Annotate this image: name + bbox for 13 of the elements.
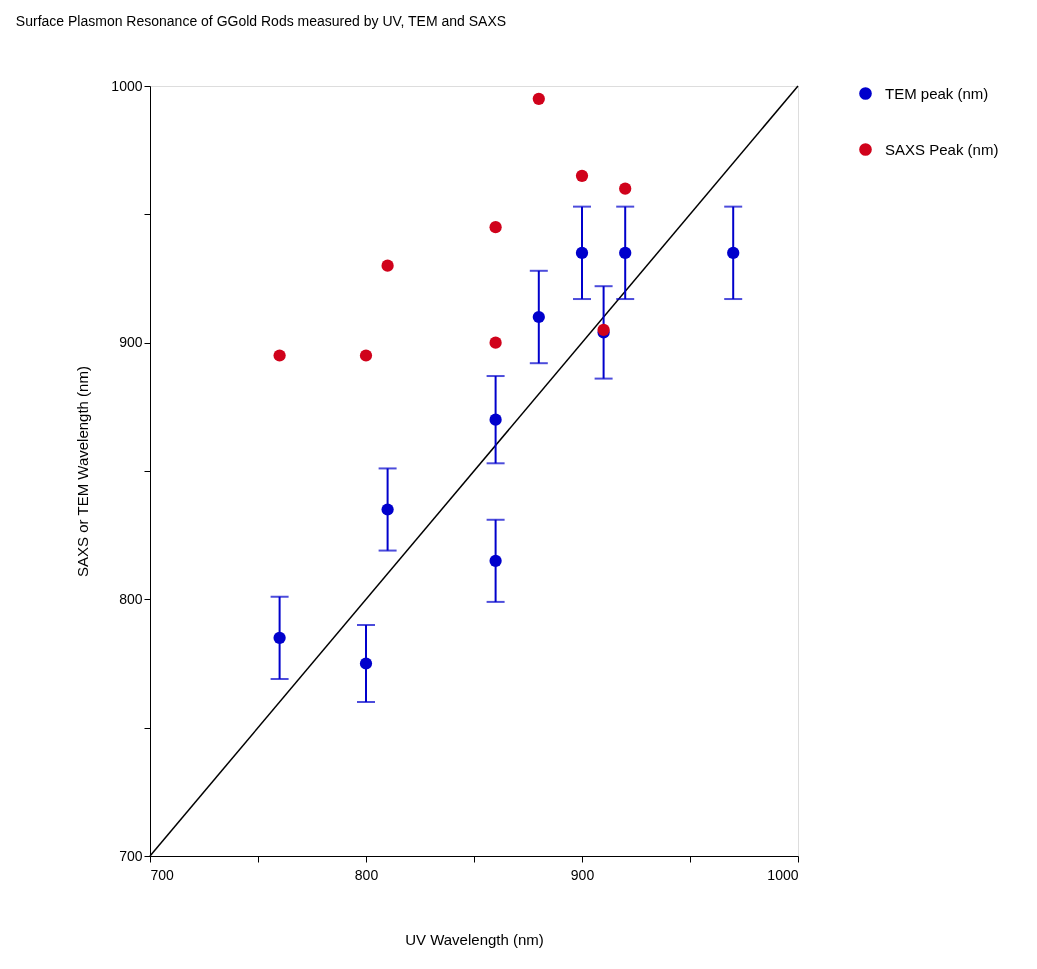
y-tick-label: 700 <box>119 847 143 864</box>
x-tick-label: 700 <box>150 866 175 883</box>
y-tick-label: 1000 <box>111 77 143 94</box>
y-axis-title: SAXS or TEM Wavelength (nm) <box>74 366 92 577</box>
y-tick-label: 800 <box>119 590 143 607</box>
x-tick-label: 800 <box>354 866 379 883</box>
x-tick-label: 900 <box>570 866 595 883</box>
x-tick-label: 1000 <box>767 866 799 883</box>
y-tick-label: 900 <box>119 334 143 351</box>
x-axis-title: UV Wavelength (nm) <box>405 930 544 948</box>
chart-title: Surface Plasmon Resonance of GGold Rods measured by UV, TEM and SAXS <box>15 13 507 29</box>
legend-label: TEM peak (nm) <box>885 84 989 102</box>
legend-label: SAXS Peak (nm) <box>885 140 999 158</box>
